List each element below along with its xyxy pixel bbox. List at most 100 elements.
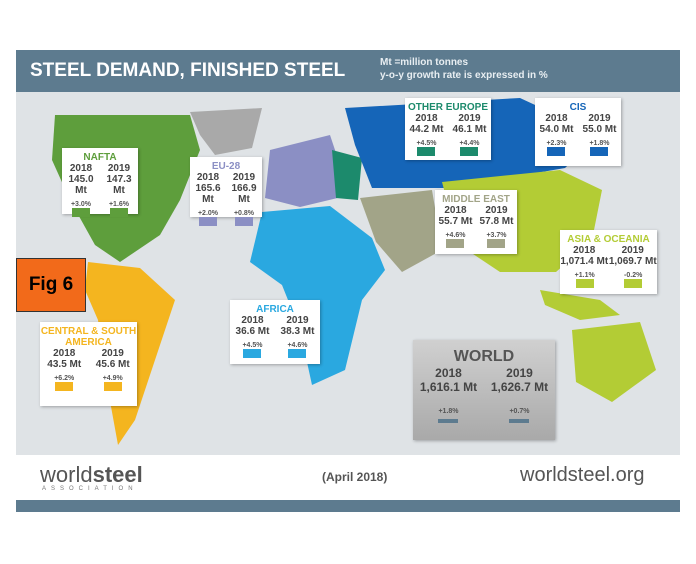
demand: 55.7 Mt xyxy=(438,216,473,227)
growth: +2.0% xyxy=(198,210,218,229)
growth-bar xyxy=(438,419,459,423)
region-name: EU-28 xyxy=(211,161,241,172)
growth: +1.8% xyxy=(438,408,459,426)
growth: +2.3% xyxy=(546,140,567,159)
demand: 1,616.1 Mt xyxy=(419,380,478,394)
region-name: CIS xyxy=(569,102,587,113)
growth-bar xyxy=(487,239,506,248)
growth: +3.0% xyxy=(71,201,91,220)
region-box: EU-28 2018 2019 165.6 Mt 166.9 Mt +2.0% +0.8% xyxy=(190,157,262,226)
region-name: OTHER EUROPE xyxy=(407,102,488,113)
growth-label: +1.1% xyxy=(574,272,595,279)
year: 2018 xyxy=(545,113,568,124)
demand-row: 165.6 Mt 166.9 Mt xyxy=(190,183,262,205)
year: 2019 xyxy=(621,245,644,256)
region-name: MIDDLE EAST xyxy=(442,194,510,205)
growth-row: +2.0% +0.8% xyxy=(190,210,262,229)
growth-bar xyxy=(509,419,530,423)
growth-bar xyxy=(243,349,262,358)
growth: +4.9% xyxy=(103,375,123,394)
growth-label: +2.3% xyxy=(546,140,567,147)
growth-bar xyxy=(460,147,479,156)
date: (April 2018) xyxy=(322,470,388,484)
year: 2018 xyxy=(69,163,93,174)
growth: +0.8% xyxy=(234,210,254,229)
growth-label: +1.6% xyxy=(108,201,130,208)
growth-label: +0.7% xyxy=(509,408,530,415)
years-row: 2018 2019 xyxy=(190,172,262,183)
growth-row: +4.5% +4.4% xyxy=(405,140,491,159)
demand-row: 36.6 Mt 38.3 Mt xyxy=(230,326,320,337)
header-bar: STEEL DEMAND, FINISHED STEEL Mt =million… xyxy=(16,50,680,92)
demand: 44.2 Mt xyxy=(409,124,444,135)
region-box: ASIA & OCEANIA 2018 2019 1,071.4 Mt 1,069.7 … xyxy=(560,230,657,294)
growth-label: +2.0% xyxy=(197,210,219,217)
demand: 46.1 Mt xyxy=(452,124,487,135)
region-box: CIS 2018 2019 54.0 Mt 55.0 Mt +2.3% +1.8% xyxy=(535,98,621,166)
growth-bar xyxy=(198,217,217,226)
africa xyxy=(250,206,385,385)
growth: +3.7% xyxy=(486,232,507,251)
year: 2019 xyxy=(458,113,481,124)
growth-bar xyxy=(547,147,566,156)
growth-bar xyxy=(575,279,594,288)
year: 2018 xyxy=(435,366,462,380)
growth-label: +3.7% xyxy=(486,232,507,239)
year: 2019 xyxy=(286,315,309,326)
australia xyxy=(572,322,656,402)
growth: +4.5% xyxy=(416,140,437,159)
demand-row: 55.7 Mt 57.8 Mt xyxy=(435,216,517,227)
years-row: 2018 2019 xyxy=(435,205,517,216)
years-row: 2018 2019 xyxy=(535,113,621,124)
growth-label: +1.8% xyxy=(589,140,610,147)
years-row: 2018 2019 xyxy=(405,113,491,124)
years-row: 2018 2019 xyxy=(413,366,555,380)
years-row: 2018 2019 xyxy=(230,315,320,326)
logo-b: steel xyxy=(92,462,143,487)
eu-28 xyxy=(265,135,350,207)
demand-row: 1,616.1 Mt 1,626.7 Mt xyxy=(413,380,555,394)
growth: +1.8% xyxy=(589,140,610,159)
growth-label: +4.5% xyxy=(242,342,263,349)
year: 2019 xyxy=(232,172,256,183)
greenland xyxy=(190,108,262,155)
logo: worldsteel xyxy=(40,462,143,488)
region-box: OTHER EUROPE 2018 2019 44.2 Mt 46.1 Mt +4.5% +… xyxy=(405,98,491,160)
demand-row: 54.0 Mt 55.0 Mt xyxy=(535,124,621,135)
demand: 36.6 Mt xyxy=(235,326,270,337)
other-europe xyxy=(332,150,362,200)
growth-bar xyxy=(55,382,74,391)
growth: +6.2% xyxy=(54,375,74,394)
growth: +4.6% xyxy=(445,232,466,251)
region-box: CENTRAL & SOUTH AMERICA 2018 2019 43.5 Mt 45… xyxy=(40,322,137,406)
year: 2018 xyxy=(53,348,76,359)
growth-label: +4.5% xyxy=(416,140,437,147)
indonesia xyxy=(540,290,620,320)
demand: 54.0 Mt xyxy=(539,124,574,135)
demand: 165.6 Mt xyxy=(195,183,221,205)
year: 2019 xyxy=(588,113,611,124)
middle-east xyxy=(360,190,442,272)
demand: 55.0 Mt xyxy=(582,124,617,135)
demand: 38.3 Mt xyxy=(280,326,315,337)
region-name: CENTRAL & SOUTH AMERICA xyxy=(40,326,137,348)
growth-row: +1.8% +0.7% xyxy=(413,408,555,426)
year: 2019 xyxy=(506,366,533,380)
growth-bar xyxy=(417,147,436,156)
growth-label: +1.8% xyxy=(438,408,459,415)
growth: +4.6% xyxy=(287,342,308,361)
growth-bar xyxy=(288,349,307,358)
demand: 166.9 Mt xyxy=(231,183,257,205)
demand-row: 44.2 Mt 46.1 Mt xyxy=(405,124,491,135)
demand: 1,626.7 Mt xyxy=(490,380,549,394)
year: 2018 xyxy=(444,205,467,216)
region-box: MIDDLE EAST 2018 2019 55.7 Mt 57.8 Mt +4.6% +3… xyxy=(435,190,517,254)
demand-row: 43.5 Mt 45.6 Mt xyxy=(40,359,137,370)
growth-bar xyxy=(71,208,90,217)
year: 2019 xyxy=(107,163,131,174)
footer-bar xyxy=(16,500,680,512)
growth-label: +4.6% xyxy=(445,232,466,239)
logo-sub: ASSOCIATION xyxy=(42,486,138,492)
year: 2018 xyxy=(241,315,264,326)
growth-bar xyxy=(446,239,465,248)
